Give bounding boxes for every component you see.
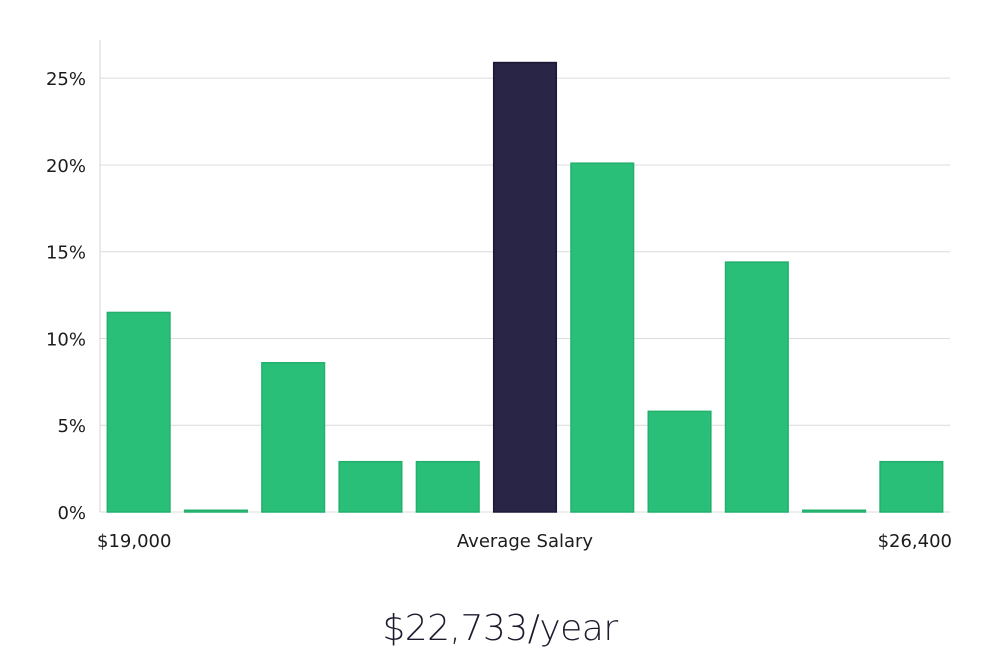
salary-histogram-chart: 0%5%10%15%20%25% $19,000 Average Salary … <box>46 40 952 552</box>
bar-2 <box>183 509 248 513</box>
x-min-label: $19,000 <box>97 531 171 552</box>
bar-8 <box>647 410 712 513</box>
bar-4 <box>338 460 403 513</box>
x-max-label: $26,400 <box>878 531 952 552</box>
y-tick-labels: 0% 5% 10% 15% 20% 25% <box>46 69 86 524</box>
bar-7 <box>570 162 635 513</box>
bar-11 <box>879 460 944 513</box>
bar-9 <box>724 261 789 513</box>
bar-series <box>106 61 944 513</box>
y-tick-label: 20% <box>46 156 86 177</box>
bar-10 <box>802 509 867 513</box>
x-axis-title: Average Salary <box>457 531 594 552</box>
bar-3 <box>261 362 326 513</box>
average-salary-summary: $22,733/year <box>382 608 618 649</box>
y-tick-label: 0% <box>57 503 86 524</box>
y-tick-label: 5% <box>57 416 86 437</box>
y-tick-label: 15% <box>46 243 86 264</box>
y-tick-label: 10% <box>46 329 86 350</box>
bar-average-salary <box>492 61 558 513</box>
bar-5 <box>415 460 480 513</box>
y-tick-label: 25% <box>46 69 86 90</box>
bar-1 <box>106 311 171 513</box>
